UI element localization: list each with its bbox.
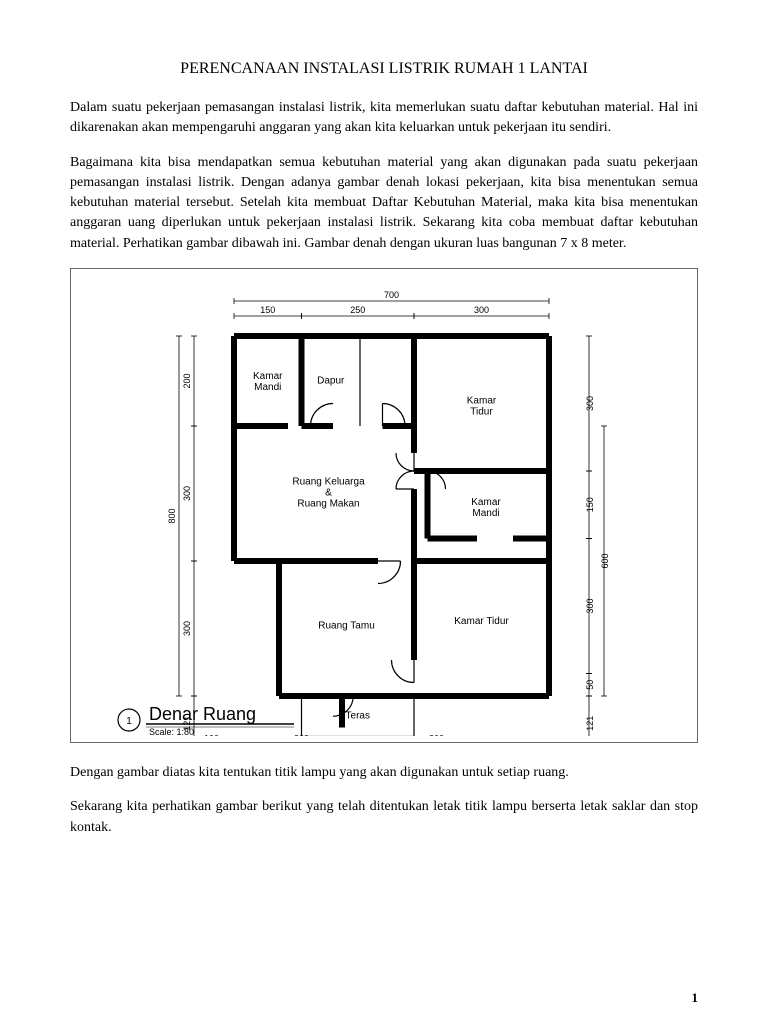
svg-text:800: 800 (167, 509, 177, 524)
svg-text:&: & (325, 488, 332, 499)
svg-text:300: 300 (585, 599, 595, 614)
svg-text:300: 300 (474, 305, 489, 315)
svg-text:Ruang Tamu: Ruang Tamu (318, 621, 375, 632)
svg-text:Dapur: Dapur (317, 375, 345, 386)
svg-text:1: 1 (126, 716, 132, 727)
svg-text:600: 600 (600, 554, 610, 569)
svg-text:Tidur: Tidur (470, 407, 493, 418)
svg-text:700: 700 (384, 290, 399, 300)
svg-text:300: 300 (294, 734, 309, 737)
svg-text:250: 250 (350, 305, 365, 315)
svg-text:300: 300 (585, 396, 595, 411)
svg-text:Ruang Keluarga: Ruang Keluarga (292, 477, 365, 488)
svg-text:Ruang Makan: Ruang Makan (297, 499, 359, 510)
paragraph-4: Sekarang kita perhatikan gambar berikut … (70, 797, 698, 838)
svg-text:Teras: Teras (346, 711, 370, 722)
svg-text:100: 100 (204, 734, 219, 737)
paragraph-2: Bagaimana kita bisa mendapatkan semua ke… (70, 153, 698, 254)
svg-text:50: 50 (585, 680, 595, 690)
floorplan-figure: KamarMandiDapurKamarTidurRuang Keluarga&… (70, 268, 698, 743)
svg-text:Kamar: Kamar (253, 371, 283, 382)
svg-text:Mandi: Mandi (254, 382, 281, 393)
svg-text:121: 121 (585, 716, 595, 731)
paragraph-3: Dengan gambar diatas kita tentukan titik… (70, 763, 698, 783)
floorplan-svg: KamarMandiDapurKamarTidurRuang Keluarga&… (81, 281, 687, 736)
paragraph-1: Dalam suatu pekerjaan pemasangan instala… (70, 98, 698, 139)
svg-text:Scale: 1:80: Scale: 1:80 (149, 727, 194, 736)
svg-text:300: 300 (182, 621, 192, 636)
svg-text:300: 300 (429, 734, 444, 737)
svg-text:200: 200 (182, 374, 192, 389)
svg-text:Kamar: Kamar (471, 497, 501, 508)
svg-text:Mandi: Mandi (472, 508, 499, 519)
page-number: 1 (692, 990, 699, 1006)
page-title: PERENCANAAN INSTALASI LISTRIK RUMAH 1 LA… (70, 60, 698, 78)
svg-text:300: 300 (182, 486, 192, 501)
svg-text:Kamar Tidur: Kamar Tidur (454, 616, 509, 627)
svg-text:150: 150 (260, 305, 275, 315)
svg-text:Kamar: Kamar (467, 396, 497, 407)
svg-text:Denar Ruang: Denar Ruang (149, 704, 256, 724)
svg-text:150: 150 (585, 497, 595, 512)
